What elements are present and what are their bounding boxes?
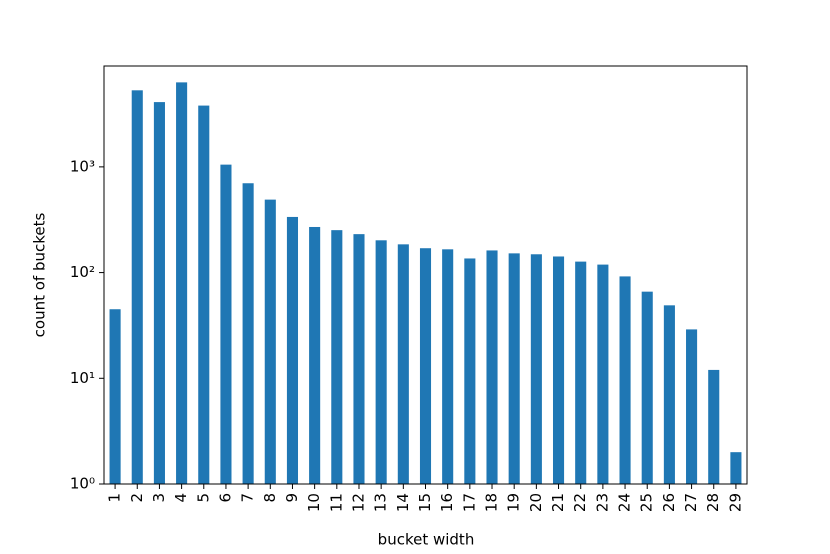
bar xyxy=(220,164,232,484)
bar xyxy=(508,253,520,484)
x-tick-label: 6 xyxy=(216,493,234,503)
x-tick-label: 5 xyxy=(194,493,212,503)
x-tick-label: 4 xyxy=(172,493,190,503)
y-tick-label: 10³ xyxy=(70,157,95,175)
x-tick-label: 15 xyxy=(416,493,434,512)
bar xyxy=(619,276,631,484)
y-tick-label: 10¹ xyxy=(70,369,95,387)
x-tick-label: 19 xyxy=(505,493,523,512)
x-tick-label: 22 xyxy=(571,493,589,512)
bar xyxy=(375,240,387,484)
y-axis-label: count of buckets xyxy=(31,212,49,337)
x-tick-label: 28 xyxy=(704,493,722,512)
bar xyxy=(641,291,653,484)
x-tick-label: 8 xyxy=(261,493,279,503)
x-tick-label: 23 xyxy=(593,493,611,512)
x-tick-label: 24 xyxy=(616,493,634,512)
y-tick-label: 10² xyxy=(70,263,95,281)
bar xyxy=(530,254,542,484)
x-tick-label: 29 xyxy=(726,493,744,512)
x-tick-label: 12 xyxy=(349,493,367,512)
x-tick-label: 13 xyxy=(372,493,390,512)
bar xyxy=(176,82,188,484)
bar xyxy=(419,248,432,484)
bar xyxy=(597,264,609,484)
x-tick-label: 11 xyxy=(327,493,345,512)
x-tick-label: 16 xyxy=(438,493,456,512)
bar xyxy=(153,102,165,484)
bar xyxy=(575,261,587,484)
bar xyxy=(442,249,454,484)
x-axis-label: bucket width xyxy=(378,531,475,549)
x-tick-label: 3 xyxy=(150,493,168,503)
bar xyxy=(242,183,254,484)
x-tick-label: 7 xyxy=(239,493,257,503)
x-tick-label: 21 xyxy=(549,493,567,512)
x-tick-label: 2 xyxy=(128,493,146,503)
bar xyxy=(730,452,742,484)
bar xyxy=(708,369,720,484)
bar xyxy=(286,216,299,485)
x-tick-label: 26 xyxy=(660,493,678,512)
bar xyxy=(353,234,365,484)
x-tick-label: 25 xyxy=(638,493,656,512)
bar xyxy=(109,309,121,484)
bar xyxy=(552,256,565,484)
y-tick-label: 10⁰ xyxy=(70,475,95,493)
x-tick-label: 20 xyxy=(527,493,545,512)
bar xyxy=(397,244,409,484)
bar xyxy=(131,90,143,484)
x-tick-label: 10 xyxy=(305,493,323,512)
plot-frame xyxy=(103,65,748,485)
bar xyxy=(309,226,321,484)
x-tick-label: 14 xyxy=(394,493,412,512)
bar xyxy=(486,250,498,484)
bar xyxy=(464,258,476,484)
bar xyxy=(686,329,698,484)
x-tick-label: 1 xyxy=(106,493,124,503)
bar xyxy=(331,230,343,484)
bar xyxy=(198,105,210,484)
bar xyxy=(264,199,276,484)
x-tick-label: 17 xyxy=(460,493,478,512)
x-tick-label: 27 xyxy=(682,493,700,512)
bar xyxy=(663,305,675,484)
x-tick-label: 18 xyxy=(483,493,501,512)
x-tick-label: 9 xyxy=(283,493,301,503)
